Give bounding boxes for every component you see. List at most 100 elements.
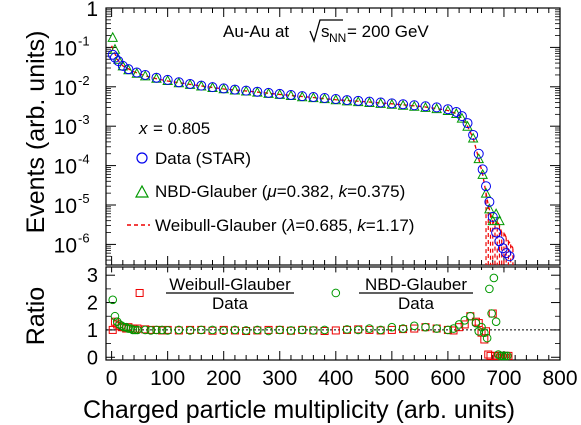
ratio-nbd-point [128,325,138,335]
nbd-glauber-point [490,208,502,219]
data-point [456,111,467,122]
ratio-nbd-point [110,311,120,321]
ratio-nbd-point [331,288,341,298]
data-point [319,92,330,103]
ratio-nbd-point [353,325,363,335]
x-tick-label: 300 [262,367,297,390]
main-y-tick-label: 1 [86,0,98,21]
legend-label-nbd: NBD-Glauber (μ=0.382, k=0.375) [155,182,405,201]
data-point [285,89,296,100]
ratio-nbd-point [494,350,503,359]
ratio-nbd-point [460,316,470,325]
x-tick-label: 0 [106,367,118,390]
ratio-nbd-point [140,325,150,335]
ratio-nbd-point [421,322,430,332]
data-point [117,60,128,71]
legend-label-data: Data (STAR) [155,149,251,168]
data-point [494,236,505,247]
ratio-nbd-point [297,325,307,335]
ratio-weibull-point [455,323,464,332]
annotation-prefix: Au-Au at [223,22,289,41]
data-point [185,78,196,89]
data-point [484,196,495,207]
collision-annotation: Au-Au at s NN = 200 GeV [223,19,429,45]
ratio-nbd-point [409,321,419,331]
data-point [123,64,134,75]
ratio-weibull-point [387,325,396,334]
nbd-glauber-point [484,203,495,214]
main-plot-frame [105,7,561,266]
main-y-tick-label: 10 [54,234,77,257]
data-point [207,82,218,93]
ratio-y-tick-label: 2 [87,293,98,315]
ratio-nbd-point [482,333,492,343]
data-point [497,243,508,254]
ratio-nbd-point [157,325,167,335]
ratio-nbd-point [146,326,156,335]
ratio-weibull-point [108,325,117,334]
main-y-tick-label: 10 [54,195,77,218]
ratio-nbd-point [432,324,441,333]
ratio-nbd-point [449,324,458,333]
x-parameter-value: = 0.805 [153,119,210,138]
data-point [353,95,364,106]
ratio-y-axis-title: Ratio [22,287,50,345]
nbd-glauber-point [462,120,473,131]
main-y-tick-label: 10 [54,116,77,139]
legend-label-weibull: Weibull-Glauber (λ=0.685, k=1.17) [155,216,414,235]
data-point [364,96,375,107]
data-point [504,251,515,262]
main-y-tick-exponent: -2 [78,73,90,88]
data-point [420,101,431,112]
ratio-nbd-point [480,328,489,337]
ratio-nbd-point [196,325,206,335]
nbd-glauber-point [431,103,443,114]
annotation-suffix: = 200 GeV [347,22,429,41]
ratio-weibull-point [410,324,419,333]
nbd-glauber-point [420,101,431,112]
x-tick-label: 700 [486,367,521,390]
legend-marker-nbd [134,184,150,198]
legend-marker-data [136,152,148,164]
data-point [501,248,512,259]
ratio-nbd-point [185,326,195,335]
main-y-tick-label: 10 [54,77,77,100]
data-point [462,118,473,129]
ratio-nbd-point [491,317,501,327]
main-y-axis-title: Events (arb. units) [22,31,50,234]
main-y-tick-exponent: -4 [78,152,90,167]
ratio-nbd-point [152,325,161,335]
data-point [409,100,420,111]
ratio-nbd-point [498,351,508,361]
ratio-nbd-point [466,311,475,321]
data-point [330,94,341,105]
ratio-y-axis: 0 1 2 3 [87,265,560,369]
ratio-weibull-point [331,326,340,335]
ratio-x-axis: 0 100 200 300 400 500 600 700 800 [106,267,578,390]
main-y-tick-exponent: -1 [78,33,90,48]
data-point [431,102,442,113]
ratio-label-nbd-denominator: Data [398,294,434,313]
main-y-tick-exponent: -5 [78,191,90,206]
ratio-nbd-point [489,273,499,283]
ratio-nbd-point [503,351,512,361]
sqrt-symbol [309,19,343,44]
ratio-nbd-point [241,326,251,335]
ratio-nbd-point [126,324,135,333]
ratio-weibull-point [135,288,144,297]
nbd-glauber-point [107,31,119,42]
ratio-nbd-point [264,326,273,336]
main-y-tick-label: 10 [54,156,77,179]
data-point [308,92,319,103]
nbd-glauber-point [408,100,420,111]
ratio-nbd-point [174,325,184,335]
data-point [491,227,502,238]
data-point [109,52,120,63]
data-point [342,95,353,106]
ratio-nbd-point [253,325,262,335]
nbd-glauber-point [473,153,485,164]
data-point [477,164,488,175]
ratio-y-tick-label: 3 [87,265,98,287]
data-point [274,88,285,99]
